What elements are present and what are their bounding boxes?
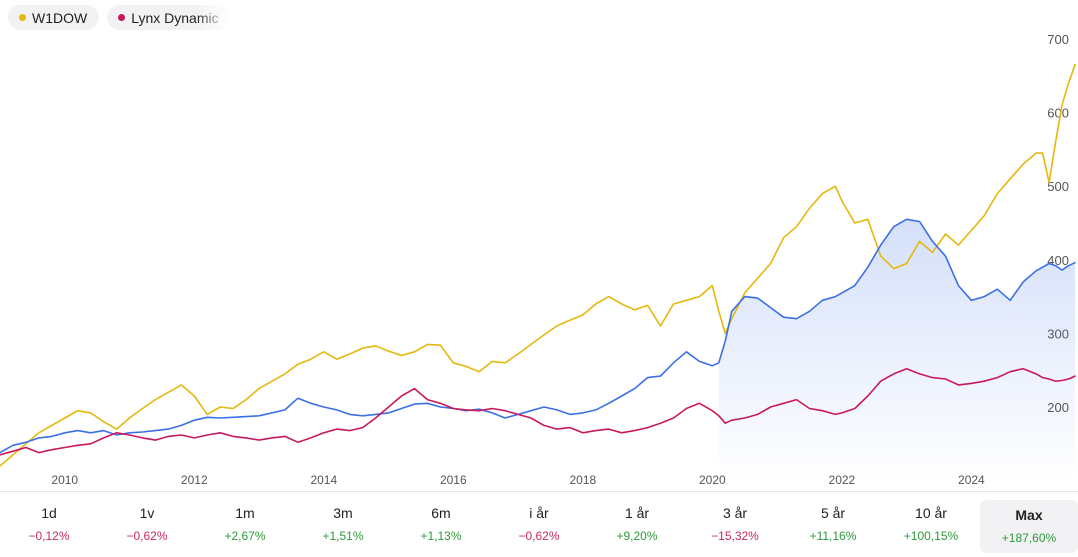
period-change: +100,15%: [903, 528, 959, 543]
period-change: +2,67%: [224, 528, 266, 543]
period-label: 1d: [41, 504, 57, 521]
period-label: 5 år: [820, 504, 846, 521]
period-change: +1,13%: [420, 528, 462, 543]
period-label: 1v: [139, 504, 155, 521]
period-label: 10 år: [915, 504, 947, 521]
period-change: −0,12%: [28, 528, 70, 543]
legend-label: Lynx Dynamic: [131, 9, 219, 26]
period-button-1v[interactable]: 1v −0,62%: [98, 492, 196, 557]
series-line-lynx-dynamic[interactable]: [0, 367, 1076, 456]
period-label: 1 år: [624, 504, 650, 521]
legend-label: W1DOW: [32, 9, 88, 26]
period-button-1d[interactable]: 1d −0,12%: [0, 492, 98, 557]
period-label: i år: [529, 504, 549, 521]
legend: W1DOW Lynx Dynamic: [8, 5, 231, 30]
w1dow-dot-icon: [19, 14, 26, 21]
period-change: +9,20%: [616, 528, 658, 543]
series-line-comparison[interactable]: [0, 218, 1076, 454]
period-button-10-år[interactable]: 10 år +100,15%: [882, 492, 980, 557]
period-label: 3 år: [722, 504, 748, 521]
period-change: −0,62%: [126, 528, 168, 543]
period-button-5-år[interactable]: 5 år +11,16%: [784, 492, 882, 557]
lynx-dynamic-dot-icon: [118, 14, 126, 21]
period-button-1m[interactable]: 1m +2,67%: [196, 492, 294, 557]
period-button-Max[interactable]: Max +187,60%: [980, 500, 1078, 553]
x-tick-label: 2016: [440, 473, 467, 487]
period-label: 3m: [333, 504, 353, 521]
y-tick-label: 700: [1047, 32, 1069, 47]
period-selector: 1d −0,12% 1v −0,62% 1m +2,67% 3m +1,51% 6m +1,13%…: [0, 491, 1078, 557]
x-tick-label: 2014: [310, 473, 337, 487]
line-chart[interactable]: 2003004005006007002010201220142016201820…: [0, 0, 1078, 491]
period-change: −15,32%: [711, 528, 759, 543]
period-label: 6m: [431, 504, 451, 521]
x-tick-label: 2010: [51, 473, 78, 487]
legend-item-w1dow[interactable]: W1DOW: [8, 5, 100, 30]
period-button-6m[interactable]: 6m +1,13%: [392, 492, 490, 557]
x-tick-label: 2018: [569, 473, 596, 487]
period-button-3m[interactable]: 3m +1,51%: [294, 492, 392, 557]
period-change: +187,60%: [1001, 530, 1057, 545]
period-label: Max: [1015, 506, 1043, 523]
period-label: 1m: [235, 504, 255, 521]
period-change: −0,62%: [518, 528, 560, 543]
period-change: +11,16%: [809, 528, 857, 543]
period-change: +1,51%: [322, 528, 364, 543]
series-area-fill: [718, 219, 1075, 481]
period-button-3-år[interactable]: 3 år −15,32%: [686, 492, 784, 557]
x-tick-label: 2012: [181, 473, 208, 487]
y-tick-label: 500: [1047, 179, 1069, 194]
period-button-1-år[interactable]: 1 år +9,20%: [588, 492, 686, 557]
period-button-i-år[interactable]: i år −0,62%: [490, 492, 588, 557]
legend-item-lynx-dynamic[interactable]: Lynx Dynamic: [107, 5, 231, 30]
y-tick-label: 600: [1047, 106, 1069, 121]
series-line-w1dow[interactable]: [0, 64, 1076, 467]
